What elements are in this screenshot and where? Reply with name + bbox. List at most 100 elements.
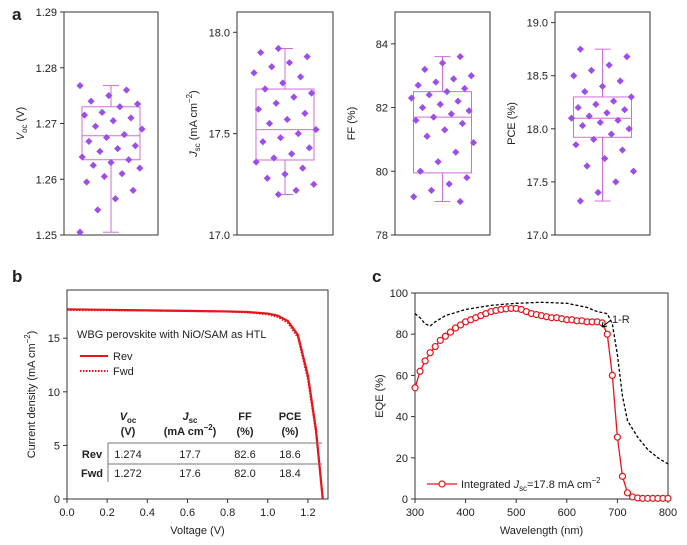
data-point	[78, 153, 86, 161]
y-tick-label: 1.26	[36, 174, 57, 186]
text-part: )	[188, 90, 200, 94]
data-point	[416, 367, 424, 375]
data-point	[285, 59, 294, 67]
data-point	[407, 94, 416, 102]
data-point	[452, 148, 460, 156]
data-point	[129, 186, 137, 194]
data-point	[305, 144, 313, 152]
y-tick-label: 82	[376, 103, 388, 115]
y-tick-label: 17.0	[527, 230, 548, 242]
table-cell: 17.6	[179, 468, 200, 480]
box	[573, 96, 632, 138]
data-point	[279, 79, 287, 87]
y-tick-label: 78	[376, 230, 388, 242]
data-point	[299, 164, 307, 172]
table-cell: 18.4	[279, 468, 300, 480]
text-part: J	[513, 479, 520, 491]
data-point	[274, 44, 282, 53]
data-point	[456, 197, 464, 206]
data-point	[451, 324, 460, 332]
data-point	[310, 180, 318, 188]
data-point	[436, 100, 444, 108]
text-part: sc	[193, 143, 202, 151]
data-point	[418, 103, 427, 112]
data-point	[416, 167, 424, 175]
table-cell: 18.6	[279, 449, 300, 461]
data-point	[272, 99, 280, 107]
legend-label: Fwd	[113, 366, 134, 378]
data-point	[578, 122, 587, 130]
data-point	[441, 126, 449, 134]
text-part: (%)	[236, 426, 253, 438]
data-point	[574, 103, 582, 112]
text-part: (V)	[15, 107, 27, 125]
data-point	[265, 119, 274, 128]
text-part: (mA cm	[188, 103, 200, 143]
table-header: PCE	[279, 411, 302, 423]
y-tick-label: 10	[48, 387, 60, 399]
data-point	[614, 116, 622, 124]
table-header: FF	[238, 411, 252, 423]
table-row-label: Rev	[82, 449, 103, 461]
data-point	[98, 108, 106, 116]
data-point	[469, 139, 478, 147]
y-tick-label: 17.5	[209, 129, 230, 141]
data-point	[100, 172, 108, 181]
series-line	[66, 308, 324, 500]
series-line	[414, 301, 669, 465]
text-part: )	[213, 426, 217, 438]
data-point	[105, 92, 113, 100]
text-part: )	[26, 331, 38, 335]
data-point	[454, 97, 462, 105]
y-tick-label: 1.25	[36, 230, 57, 242]
y-tick-label: 5	[54, 440, 60, 452]
data-point	[572, 141, 580, 149]
annotation: 1-R	[612, 314, 630, 326]
data-point	[411, 384, 419, 392]
text-part: −2	[185, 94, 194, 103]
y-tick-label: 18.0	[209, 27, 230, 39]
data-point	[268, 63, 276, 71]
y-tick-label: 17.0	[209, 230, 230, 242]
data-point	[463, 174, 471, 182]
table-cell: 1.272	[114, 468, 142, 480]
data-point	[270, 154, 278, 162]
data-point	[607, 130, 615, 138]
y-axis-label: Voc (V)	[15, 107, 29, 140]
x-tick-label: 0.8	[220, 507, 235, 519]
data-point	[627, 93, 635, 101]
y-tick-label: 17.5	[527, 177, 548, 189]
plot-frame	[414, 292, 669, 500]
data-point	[102, 133, 111, 142]
y-tick-label: 1.29	[36, 7, 57, 19]
x-tick-label: 0.6	[180, 507, 195, 519]
data-point	[292, 186, 300, 194]
y-tick-label: 1.28	[36, 63, 57, 75]
data-point	[458, 119, 467, 128]
text-part: −2	[204, 423, 214, 432]
box	[255, 88, 315, 161]
table-header: (%)	[281, 426, 298, 438]
text-part: oc	[127, 416, 137, 425]
y-axis-label: PCE (%)	[506, 102, 518, 145]
panel-label: b	[12, 267, 22, 286]
data-point	[254, 105, 263, 113]
data-point	[410, 193, 418, 201]
y-axis-label: EQE (%)	[374, 374, 386, 417]
x-axis-label: Voltage (V)	[170, 525, 224, 537]
data-point	[109, 117, 117, 125]
data-point	[581, 88, 589, 96]
data-point	[449, 75, 458, 83]
data-point	[125, 156, 133, 164]
y-tick-label: 15	[48, 333, 60, 345]
text-part: −2	[592, 476, 601, 485]
data-point	[294, 130, 302, 138]
panel-label: c	[372, 267, 381, 286]
data-point	[587, 66, 596, 75]
data-point	[76, 228, 84, 236]
data-point	[613, 433, 622, 441]
y-tick-label: 0	[54, 494, 60, 506]
text-part: FF (%)	[346, 107, 358, 141]
annotation-arrow	[601, 319, 612, 328]
data-point	[80, 111, 89, 119]
